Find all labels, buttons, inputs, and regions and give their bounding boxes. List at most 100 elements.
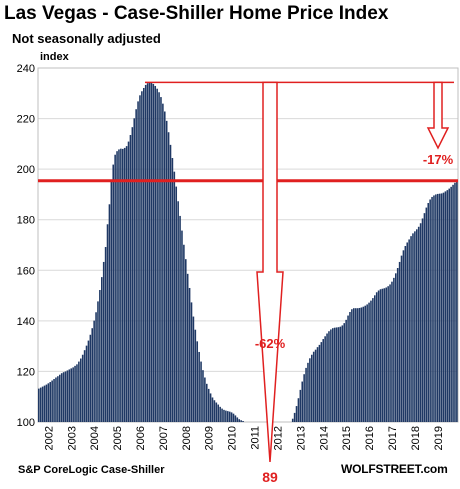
bar — [97, 301, 99, 422]
bar — [99, 290, 101, 422]
bar — [139, 95, 141, 422]
bar — [408, 239, 410, 422]
x-tick-label: 2016 — [364, 426, 376, 450]
annotation-low-89: 89 — [262, 469, 278, 485]
bar — [221, 408, 223, 422]
y-tick-label: 200 — [17, 164, 35, 176]
bar — [406, 242, 409, 422]
x-tick-label: 2002 — [43, 426, 55, 450]
y-tick-label: 220 — [17, 114, 35, 126]
bar — [120, 148, 122, 422]
bar — [322, 339, 325, 422]
y-tick-label: 180 — [17, 215, 35, 227]
bar — [39, 387, 42, 422]
bar — [112, 164, 115, 422]
bar — [454, 182, 456, 422]
bar — [370, 300, 372, 422]
bar — [374, 295, 376, 422]
y-tick-label: 160 — [17, 265, 35, 277]
bar — [301, 381, 304, 422]
bars — [38, 82, 458, 423]
bar — [186, 273, 189, 422]
bar — [437, 193, 439, 422]
bar — [110, 181, 113, 422]
bar — [438, 193, 441, 422]
bar — [55, 377, 57, 422]
bar — [353, 308, 355, 422]
bar — [400, 255, 403, 422]
bar — [194, 329, 197, 422]
bar — [391, 281, 393, 422]
y-axis-label: index — [40, 51, 70, 63]
bar — [372, 298, 374, 422]
bar — [123, 147, 126, 422]
bar — [435, 194, 437, 422]
bar — [152, 83, 155, 423]
x-tick-label: 2007 — [158, 426, 170, 450]
bar — [108, 204, 111, 422]
chart-subtitle: Not seasonally adjusted — [12, 31, 161, 46]
y-tick-label: 120 — [17, 366, 35, 378]
bar — [312, 351, 315, 422]
bar — [362, 306, 365, 422]
bar — [146, 83, 149, 423]
bar — [64, 371, 67, 422]
bar — [89, 334, 92, 422]
bar — [165, 120, 168, 422]
bar — [324, 336, 326, 422]
bar — [171, 158, 174, 422]
bar — [234, 415, 237, 422]
y-tick-label: 140 — [17, 316, 35, 328]
brand-logo-text: WOLFSTREET.com — [341, 462, 448, 476]
bar — [377, 290, 380, 422]
bar — [335, 327, 338, 422]
bar — [318, 344, 321, 422]
bar — [442, 192, 445, 422]
drop-arrow-17 — [426, 81, 450, 150]
bar — [349, 312, 351, 422]
bar — [215, 402, 218, 422]
y-tick-label: 100 — [17, 417, 35, 429]
bar — [202, 370, 204, 422]
bar — [154, 85, 157, 422]
bar — [429, 199, 431, 422]
bar — [137, 101, 139, 422]
bar — [169, 144, 172, 422]
bar — [456, 180, 458, 422]
bar — [192, 316, 195, 422]
bar — [383, 288, 386, 422]
bar — [404, 246, 407, 422]
bar — [72, 367, 74, 422]
bar — [59, 374, 61, 422]
bar — [219, 406, 221, 422]
bar — [181, 230, 183, 422]
x-tick-label: 2004 — [89, 426, 101, 450]
bar — [341, 325, 344, 422]
bar — [450, 186, 452, 422]
bar — [43, 385, 46, 422]
x-tick-label: 2006 — [135, 426, 147, 450]
bar — [305, 367, 307, 422]
bar — [238, 419, 241, 422]
bar — [242, 420, 244, 422]
bar — [412, 233, 414, 422]
x-tick-label: 2009 — [204, 426, 216, 450]
bar — [360, 307, 363, 422]
bar — [337, 327, 340, 422]
bar — [433, 195, 435, 422]
bar — [293, 412, 296, 422]
bar — [425, 207, 428, 422]
bar — [385, 287, 388, 422]
bar — [427, 203, 430, 422]
bar — [177, 201, 179, 422]
bar — [333, 327, 336, 422]
bar — [398, 261, 401, 422]
bar — [345, 319, 347, 422]
bar — [104, 247, 107, 422]
bar — [446, 190, 449, 422]
bar — [131, 127, 134, 423]
x-tick-label: 2018 — [410, 426, 422, 450]
bar — [332, 328, 334, 422]
annotation-62-percent: -62% — [255, 336, 286, 351]
bar — [102, 261, 105, 422]
